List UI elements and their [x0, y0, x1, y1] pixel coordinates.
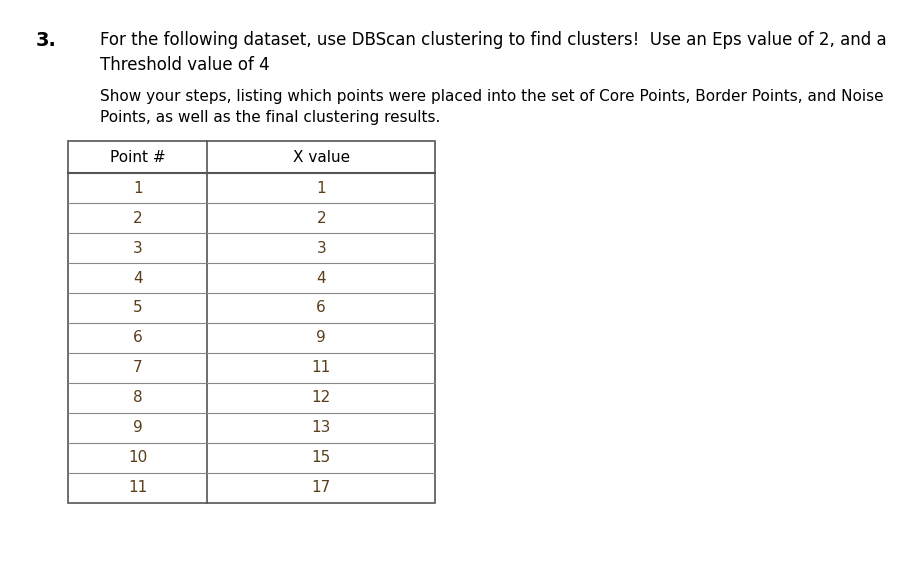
- Text: 6: 6: [317, 301, 327, 315]
- Text: 4: 4: [317, 270, 326, 286]
- Text: 5: 5: [133, 301, 143, 315]
- Text: 4: 4: [133, 270, 143, 286]
- Text: 2: 2: [133, 210, 143, 226]
- Text: Show your steps, listing which points were placed into the set of Core Points, B: Show your steps, listing which points we…: [100, 89, 884, 104]
- Text: 12: 12: [311, 390, 331, 406]
- Bar: [68, 141, 435, 503]
- Text: 8: 8: [133, 390, 143, 406]
- Text: 7: 7: [133, 361, 143, 375]
- Text: 10: 10: [128, 450, 147, 466]
- Text: 6: 6: [133, 330, 143, 346]
- Text: 1: 1: [133, 181, 143, 195]
- Text: 9: 9: [133, 421, 143, 435]
- Text: 9: 9: [317, 330, 327, 346]
- Text: 3.: 3.: [36, 31, 57, 50]
- Text: 17: 17: [311, 481, 331, 495]
- Text: 1: 1: [317, 181, 326, 195]
- Text: 11: 11: [311, 361, 331, 375]
- Text: 11: 11: [128, 481, 147, 495]
- Text: X value: X value: [292, 149, 350, 164]
- Text: Point #: Point #: [110, 149, 166, 164]
- Text: 15: 15: [311, 450, 331, 466]
- Text: For the following dataset, use DBScan clustering to find clusters!  Use an Eps v: For the following dataset, use DBScan cl…: [100, 31, 886, 49]
- Text: 3: 3: [317, 241, 327, 255]
- Text: 2: 2: [317, 210, 326, 226]
- Text: Threshold value of 4: Threshold value of 4: [100, 56, 270, 74]
- Text: Points, as well as the final clustering results.: Points, as well as the final clustering …: [100, 110, 440, 125]
- Text: 13: 13: [311, 421, 331, 435]
- Text: 3: 3: [133, 241, 143, 255]
